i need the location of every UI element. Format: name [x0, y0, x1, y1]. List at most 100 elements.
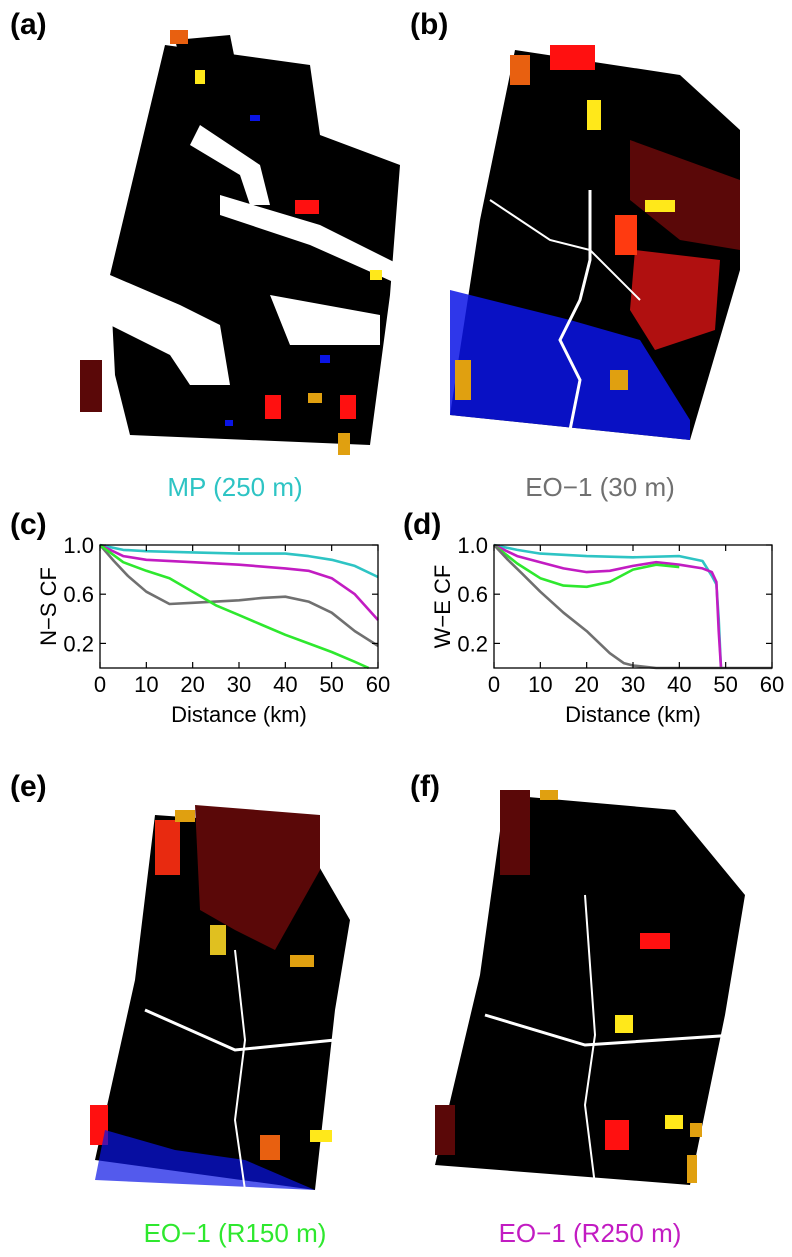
patch-blue — [250, 115, 260, 121]
patch-darkred — [435, 1105, 455, 1155]
map-f-river — [484, 1013, 736, 1047]
map-a-water-channel — [270, 295, 380, 345]
plot-c: 0 10 20 30 40 50 60 0.2 0.6 1.0 Distance (km) N−S C… — [36, 533, 390, 727]
x-tick-label: 20 — [574, 672, 598, 697]
patch-red — [90, 1105, 108, 1145]
panel-label-a: (a) — [10, 8, 47, 41]
x-tick-label: 40 — [667, 672, 691, 697]
y-tick-label: 1.0 — [457, 533, 488, 558]
series-line-3 — [99, 543, 370, 670]
map-b-river — [489, 199, 641, 301]
map-a-water-channel — [220, 195, 400, 285]
map-f — [435, 790, 745, 1186]
patch-yellow — [615, 1015, 633, 1033]
patch-blue — [225, 420, 233, 426]
map-b-blue-fringe — [450, 290, 690, 440]
caption-f: EO−1 (R250 m) — [498, 1218, 682, 1248]
series-line-0 — [99, 543, 379, 579]
x-tick-label: 50 — [713, 672, 737, 697]
y-tick-label: 0.6 — [63, 582, 94, 607]
panel-label-b: (b) — [410, 8, 449, 41]
series-line-2 — [493, 543, 680, 589]
series-line-1 — [493, 543, 723, 669]
patch-darkred — [500, 790, 530, 875]
x-tick-label: 60 — [760, 672, 784, 697]
patch-orange — [260, 1135, 280, 1160]
map-b-river — [558, 190, 592, 431]
patch-yellow — [587, 100, 601, 130]
caption-a: MP (250 m) — [167, 472, 303, 502]
x-tick-label: 10 — [528, 672, 552, 697]
patch-red — [155, 820, 180, 875]
map-e-river — [144, 1008, 336, 1052]
patch-red — [265, 395, 281, 419]
x-tick-label: 0 — [94, 672, 106, 697]
map-a-water — [110, 125, 400, 385]
y-axis-label: N−S CF — [36, 567, 61, 646]
map-e-darkred — [195, 805, 320, 950]
map-f-land — [435, 795, 745, 1185]
patch-gold — [690, 1123, 702, 1137]
x-tick-label: 30 — [227, 672, 251, 697]
patch-red — [340, 395, 356, 419]
plot-d: 0 10 20 30 40 50 60 0.2 0.6 1.0 Distance (km) W−E C… — [430, 533, 784, 727]
x-tick-label: 50 — [319, 672, 343, 697]
patch-yellow — [310, 1130, 332, 1142]
map-a-patches — [80, 30, 382, 455]
map-b — [450, 45, 740, 440]
patch-red — [550, 45, 595, 70]
x-tick-label: 40 — [273, 672, 297, 697]
caption-b: EO−1 (30 m) — [525, 472, 675, 502]
x-axis-label: Distance (km) — [171, 702, 307, 727]
map-a — [80, 30, 400, 455]
map-a-water-channel — [110, 275, 230, 385]
y-axis-label: W−E CF — [430, 565, 455, 649]
patch-orange — [510, 55, 530, 85]
series-line-1 — [99, 543, 379, 621]
patch-gold — [610, 370, 628, 390]
y-tick-label: 0.2 — [457, 631, 488, 656]
patch-red — [295, 200, 319, 214]
patch-yellow — [210, 925, 226, 955]
map-e-river — [233, 949, 247, 1191]
map-a-water-channel — [190, 125, 270, 205]
y-tick-label: 1.0 — [63, 533, 94, 558]
patch-gold — [308, 393, 322, 403]
patch-gold — [338, 433, 350, 455]
patch-gold — [687, 1155, 697, 1183]
map-e — [90, 805, 350, 1191]
patch-yellow — [195, 70, 205, 84]
map-a-land — [110, 35, 400, 445]
map-f-river — [583, 894, 597, 1186]
map-e-blue-fringe — [95, 1130, 315, 1190]
map-a-land-shape — [175, 35, 240, 95]
x-tick-label: 60 — [366, 672, 390, 697]
patch-darkred — [80, 360, 102, 412]
patch-gold — [175, 810, 195, 822]
y-tick-label: 0.2 — [63, 631, 94, 656]
map-b-darkred — [630, 140, 740, 250]
patch-blue — [320, 355, 330, 363]
patch-orange — [615, 215, 637, 255]
panel-label-e: (e) — [10, 770, 47, 803]
y-tick-label: 0.6 — [457, 582, 488, 607]
x-tick-label: 30 — [621, 672, 645, 697]
patch-gold — [540, 790, 558, 800]
patch-yellow — [370, 270, 382, 280]
patch-orange — [170, 30, 188, 44]
x-axis-label: Distance (km) — [565, 702, 701, 727]
patch-yellow — [665, 1115, 683, 1129]
patch-gold — [290, 955, 314, 967]
patch-yellow — [645, 200, 675, 212]
x-tick-label: 0 — [488, 672, 500, 697]
series-line-3 — [493, 544, 772, 670]
x-tick-label: 20 — [180, 672, 204, 697]
plot-frame — [493, 544, 773, 669]
caption-e: EO−1 (R150 m) — [143, 1218, 327, 1248]
patch-red — [640, 933, 670, 949]
panel-label-d: (d) — [403, 508, 442, 541]
x-tick-label: 10 — [134, 672, 158, 697]
patch-gold — [455, 360, 471, 400]
map-b-red — [630, 250, 720, 350]
panel-label-f: (f) — [410, 770, 440, 803]
